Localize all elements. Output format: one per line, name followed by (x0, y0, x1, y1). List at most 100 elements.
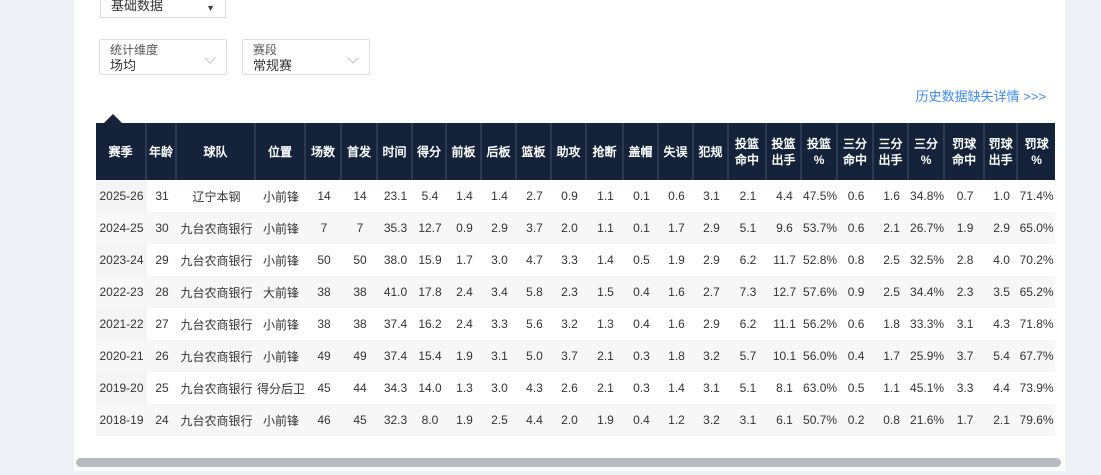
table-cell: 2.9 (694, 244, 730, 276)
table-cell: 12.7 (767, 276, 803, 308)
table-cell: 1.4 (659, 372, 695, 404)
table-cell: 28 (147, 276, 177, 308)
table-cell: 38 (306, 308, 343, 340)
table-cell: 5.0 (517, 340, 553, 372)
table-cell: 1.8 (874, 308, 910, 340)
table-cell: 九台农商银行 (177, 340, 256, 372)
table-cell: 0.8 (874, 404, 910, 436)
table-cell: 1.6 (874, 180, 910, 212)
table-cell: 0.6 (659, 180, 695, 212)
table-cell: 小前锋 (256, 340, 307, 372)
column-header: 三分 % (909, 123, 946, 180)
table-cell: 1.1 (874, 372, 910, 404)
table-cell: 67.7% (1018, 340, 1056, 372)
table-cell: 2.7 (694, 276, 730, 308)
stat-dimension-value: 场均 (110, 58, 137, 73)
table-cell: 11.7 (767, 244, 803, 276)
table-cell: 3.1 (694, 372, 730, 404)
table-cell: 2.9 (482, 212, 518, 244)
table-cell: 2.9 (985, 212, 1019, 244)
table-cell: 1.8 (659, 340, 695, 372)
table-cell: 0.6 (838, 308, 875, 340)
table-cell: 2.5 (874, 244, 910, 276)
table-cell: 34.3 (378, 372, 414, 404)
table-cell: 3.1 (694, 180, 730, 212)
player-season-stats-table: 赛季 年龄 球队 位置 场数 首发 时间 得分 前板 后板 篮板 助攻 抢断 盖帽 失误 犯规 投篮 命中 投篮 … (96, 123, 1056, 436)
table-cell: 2.4 (447, 308, 483, 340)
table-cell: 14 (342, 180, 379, 212)
table-cell: 14.0 (413, 372, 448, 404)
column-header: 三分 出手 (874, 123, 910, 180)
table-cell: 2.8 (945, 244, 986, 276)
table-cell: 3.5 (985, 276, 1019, 308)
table-cell: 56.2% (802, 308, 839, 340)
table-cell: 34.8% (909, 180, 946, 212)
table-cell: 79.6% (1018, 404, 1056, 436)
table-cell: 5.1 (729, 372, 768, 404)
table-cell: 10.1 (767, 340, 803, 372)
table-cell: 27 (147, 308, 177, 340)
table-cell: 2.5 (482, 404, 518, 436)
table-cell: 0.4 (838, 340, 875, 372)
table-cell: 0.4 (624, 276, 660, 308)
table-cell: 1.9 (447, 340, 483, 372)
table-cell: 7.3 (729, 276, 768, 308)
table-row: 2020-21 26 九台农商银行 小前锋 49 49 37.4 15.4 1.9 3.1 5.0 3… (96, 340, 1056, 372)
table-cell: 2.0 (552, 212, 588, 244)
table-cell: 3.2 (694, 404, 730, 436)
table-cell: 15.9 (413, 244, 448, 276)
table-cell: 0.5 (838, 372, 875, 404)
table-cell: 50 (306, 244, 343, 276)
table-cell: 26.7% (909, 212, 946, 244)
column-header: 球队 (177, 123, 256, 180)
stage-label: 赛段 (253, 43, 278, 57)
table-cell: 5.4 (985, 340, 1019, 372)
column-header: 投篮 % (802, 123, 839, 180)
table-cell: 17.8 (413, 276, 448, 308)
table-row: 2024-25 30 九台农商银行 小前锋 7 7 35.3 12.7 0.9 2.9 3.7 2.0… (96, 212, 1056, 244)
table-cell: 2.1 (587, 372, 625, 404)
table-cell: 3.4 (482, 276, 518, 308)
table-cell: 2.3 (552, 276, 588, 308)
table-cell: 6.1 (767, 404, 803, 436)
table-cell: 0.9 (552, 180, 588, 212)
content-card: 基础数据 ▼ 统计维度 场均 赛段 常规赛 历史数据缺失详情 >>> 赛季 年龄球… (74, 0, 1065, 471)
table-cell: 49 (306, 340, 343, 372)
history-data-missing-link[interactable]: 历史数据缺失详情 >>> (915, 89, 1046, 104)
scrollbar-thumb[interactable] (76, 458, 1061, 467)
column-header: 得分 (413, 123, 448, 180)
column-header: 投篮 出手 (767, 123, 803, 180)
table-cell: 1.3 (447, 372, 483, 404)
stat-dimension-select[interactable]: 统计维度 场均 (99, 39, 227, 75)
table-cell: 33.3% (909, 308, 946, 340)
table-cell: 8.1 (767, 372, 803, 404)
table-cell: 2019-20 (96, 372, 147, 404)
table-cell: 1.7 (447, 244, 483, 276)
table-cell: 3.2 (552, 308, 588, 340)
table-cell: 小前锋 (256, 244, 307, 276)
base-data-select[interactable]: 基础数据 ▼ (100, 0, 226, 18)
table-cell: 12.7 (413, 212, 448, 244)
column-header: 篮板 (517, 123, 553, 180)
table-cell: 1.5 (587, 276, 625, 308)
table-cell: 8.0 (413, 404, 448, 436)
table-cell: 九台农商银行 (177, 404, 256, 436)
table-cell: 50.7% (802, 404, 839, 436)
table-cell: 44 (342, 372, 379, 404)
table-cell: 47.5% (802, 180, 839, 212)
table-row: 2019-20 25 九台农商银行 得分后卫 45 44 34.3 14.0 1.3 3.0 4.3… (96, 372, 1056, 404)
table-cell: 0.2 (838, 404, 875, 436)
table-cell: 1.7 (659, 212, 695, 244)
table-cell: 3.1 (482, 340, 518, 372)
table-cell: 25.9% (909, 340, 946, 372)
table-cell: 九台农商银行 (177, 276, 256, 308)
table-cell: 34.4% (909, 276, 946, 308)
table-cell: 37.4 (378, 340, 414, 372)
table-cell: 56.0% (802, 340, 839, 372)
table-cell: 49 (342, 340, 379, 372)
table-cell: 7 (342, 212, 379, 244)
stage-select[interactable]: 赛段 常规赛 (242, 39, 370, 75)
column-header: 助攻 (552, 123, 588, 180)
table-cell: 73.9% (1018, 372, 1056, 404)
table-cell: 63.0% (802, 372, 839, 404)
